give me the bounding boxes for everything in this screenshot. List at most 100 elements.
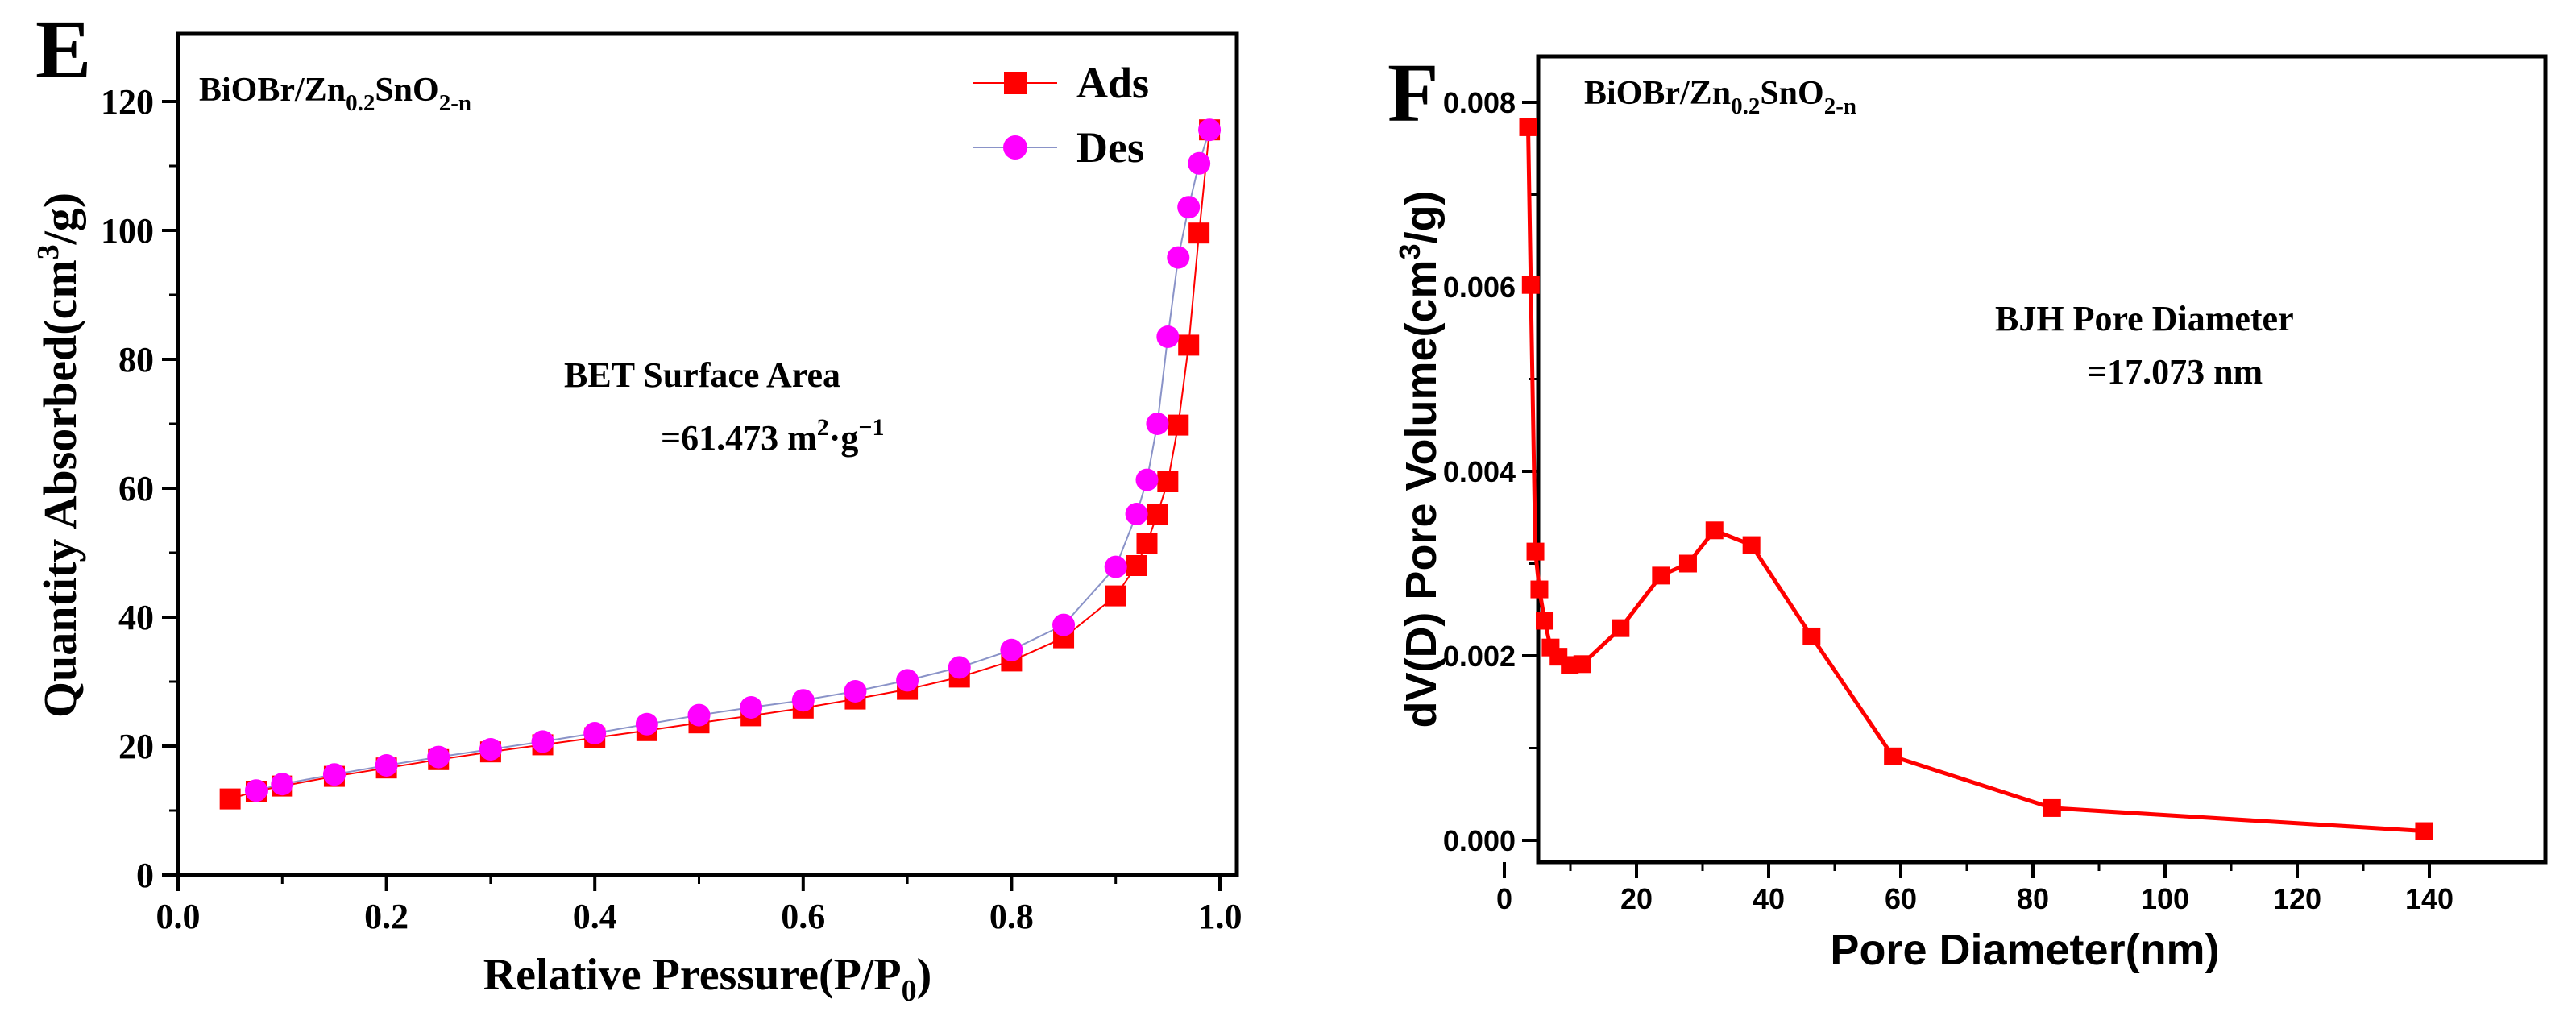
bjh-point: [1705, 521, 1724, 540]
panel-f-x-tick-labels: 0 20 40 60 80 100 120 140: [1496, 882, 2454, 915]
des-point: [1177, 196, 1201, 219]
f-y-tick-label: 0.000: [1443, 824, 1516, 857]
ads-point: [1105, 585, 1126, 607]
des-point: [1000, 638, 1023, 661]
ads-point: [1126, 555, 1147, 576]
panel-f-ticks: [1503, 101, 2431, 878]
e-x-tick-label: 0.8: [989, 897, 1034, 936]
panel-e-annotation-line2: =61.473 m2·g−1: [661, 414, 885, 458]
bjh-point: [1742, 536, 1761, 554]
e-y-tick-label: 100: [101, 211, 154, 251]
f-y-tick-label: 0.008: [1443, 86, 1516, 119]
ads-point: [1168, 414, 1189, 436]
ads-point: [1147, 504, 1168, 525]
e-x-tick-label: 1.0: [1198, 897, 1242, 936]
f-x-tick-label: 60: [1885, 882, 1917, 915]
panel-e-annotation-line1: BET Surface Area: [564, 355, 840, 395]
des-point: [271, 773, 294, 796]
panel-e-series: [219, 118, 1222, 810]
f-y-tick-label: 0.004: [1443, 455, 1516, 488]
panel-e-y-tick-labels: 0 20 40 60 80 100 120: [101, 82, 154, 895]
legend-ads-label: Ads: [1076, 59, 1149, 107]
ads-series-line: [230, 130, 1211, 800]
bjh-point: [1884, 747, 1902, 765]
e-y-tick-label: 60: [118, 469, 154, 508]
des-point: [1188, 151, 1211, 175]
ads-point: [1188, 222, 1210, 244]
panel-e-y-axis-label: Quantity Absorbed(cm3/g): [31, 193, 86, 718]
panel-f-y-axis-label: dV(D) Pore Volume(cm3/g): [1393, 190, 1446, 728]
panel-e-x-axis-label: Relative Pressure(P/P0): [483, 950, 932, 1008]
bjh-point: [1526, 542, 1545, 561]
e-y-tick-label: 20: [118, 727, 154, 766]
des-point: [1125, 503, 1148, 525]
f-x-tick-label: 0: [1496, 882, 1512, 915]
des-point: [948, 656, 971, 679]
des-series-line: [255, 129, 1211, 792]
panel-e-x-tick-labels: 0.0 0.2 0.4 0.6 0.8 1.0: [156, 897, 1242, 936]
des-point: [1146, 413, 1169, 435]
e-y-tick-label: 40: [118, 598, 154, 637]
bjh-point: [2043, 798, 2061, 817]
bjh-point: [1573, 655, 1591, 674]
des-point: [844, 680, 867, 703]
des-point: [687, 703, 711, 727]
ads-point: [1178, 334, 1200, 356]
f-x-tick-label: 40: [1753, 882, 1785, 915]
des-point: [791, 689, 815, 712]
ads-point: [1136, 533, 1158, 554]
des-point: [1104, 555, 1127, 578]
f-x-tick-label: 80: [2017, 882, 2049, 915]
des-point: [1052, 613, 1076, 636]
e-x-tick-label: 0.0: [156, 897, 201, 936]
panel-f-annotation-line2: =17.073 nm: [2087, 352, 2263, 392]
panel-f-y-tick-labels: 0.000 0.002 0.004 0.006 0.008: [1443, 86, 1516, 857]
panel-f-axes-frame: [1536, 54, 2548, 865]
des-point: [1156, 325, 1180, 348]
bjh-point: [1530, 580, 1549, 599]
panel-f-series: [1519, 118, 2433, 840]
panel-f-sample-title: BiOBr/Zn0.2SnO2-n: [1584, 75, 1856, 119]
bjh-point: [2415, 822, 2433, 840]
ads-point: [219, 788, 241, 810]
e-x-tick-label: 0.6: [781, 897, 825, 936]
bjh-point: [1652, 566, 1670, 585]
f-x-tick-label: 140: [2405, 882, 2454, 915]
panel-f-annotation-line1: BJH Pore Diameter: [1995, 299, 2294, 338]
des-point: [740, 696, 763, 719]
panel-e-legend: Ads Des: [973, 59, 1149, 172]
e-x-tick-label: 0.2: [364, 897, 409, 936]
panel-f-x-axis-label: Pore Diameter(nm): [1830, 926, 2219, 974]
panel-f-label: F: [1388, 47, 1439, 139]
panel-e-axes-frame: [176, 31, 1239, 877]
des-point: [1167, 246, 1190, 269]
ads-point: [1157, 471, 1179, 492]
des-point: [427, 745, 450, 769]
e-y-tick-label: 0: [136, 856, 154, 895]
f-x-tick-label: 20: [1620, 882, 1653, 915]
des-point: [244, 779, 268, 802]
bjh-point: [1612, 619, 1630, 637]
legend-ads-marker: [1004, 72, 1027, 94]
des-point: [1198, 118, 1222, 142]
f-x-tick-label: 100: [2141, 882, 2189, 915]
panel-e-sample-title: BiOBr/Zn0.2SnO2-n: [199, 72, 471, 116]
bjh-point: [1521, 276, 1540, 294]
des-point: [635, 712, 658, 736]
des-point: [375, 754, 398, 777]
panel-f: F 0 20 40 60 80 100 120 140 0.0000.0020.0040.00…: [1388, 47, 2548, 974]
des-point: [322, 763, 346, 786]
e-x-tick-label: 0.4: [573, 897, 617, 936]
legend-des-marker: [1003, 135, 1027, 160]
panel-e-label: E: [35, 3, 91, 96]
panel-e: E 0.0 0.2 0.4 0.6 0.8 1.0 0 20 40 60 80 100 120 BiO…: [31, 3, 1242, 1008]
bjh-point: [1802, 627, 1821, 645]
bjh-series-line: [1526, 126, 2425, 834]
f-y-tick-label: 0.002: [1443, 640, 1516, 673]
des-point: [583, 722, 607, 744]
legend-des-label: Des: [1076, 123, 1144, 172]
des-point: [531, 730, 554, 753]
bjh-point: [1519, 118, 1537, 136]
